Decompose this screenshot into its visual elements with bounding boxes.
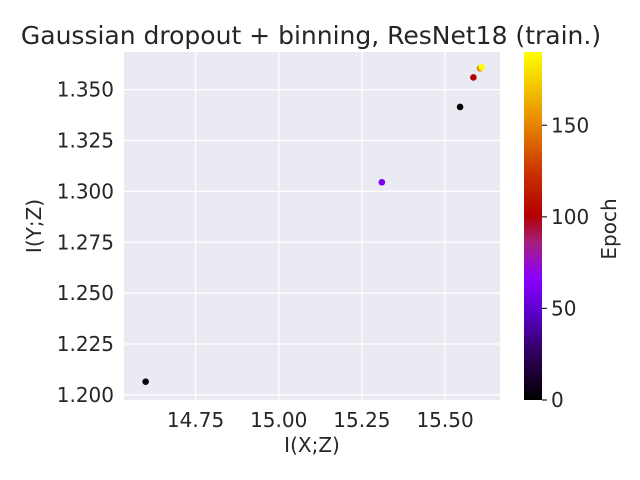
plot-area (124, 52, 500, 400)
x-axis-ticks: 14.75 15.00 15.25 15.50 (167, 408, 474, 432)
colorbar-tick-label: 150 (551, 113, 589, 137)
chart-title: Gaussian dropout + binning, ResNet18 (tr… (21, 21, 601, 50)
colorbar-tick-label: 100 (551, 205, 589, 229)
data-points (142, 63, 485, 385)
x-tick-label: 14.75 (167, 408, 224, 432)
y-axis-ticks: 1.200 1.225 1.250 1.275 1.300 1.325 1.350 (57, 78, 114, 407)
colorbar-label: Epoch (597, 198, 621, 259)
x-axis-label: I(X;Z) (284, 433, 340, 457)
y-tick-label: 1.300 (57, 179, 114, 203)
data-point (470, 74, 477, 81)
x-tick-label: 15.00 (250, 408, 307, 432)
data-point (378, 178, 386, 186)
x-tick-label: 15.25 (333, 408, 390, 432)
data-point (478, 63, 485, 71)
data-point (142, 378, 149, 385)
colorbar-tick-label: 50 (551, 296, 576, 320)
x-tick-label: 15.50 (416, 408, 473, 432)
colorbar-ticks: 0 50 100 150 (542, 113, 589, 412)
grid-lines (124, 52, 500, 400)
colorbar-tick-label: 0 (551, 388, 564, 412)
y-tick-label: 1.200 (57, 383, 114, 407)
y-tick-label: 1.275 (57, 230, 114, 254)
y-tick-label: 1.225 (57, 332, 114, 356)
y-tick-label: 1.325 (57, 129, 114, 153)
colorbar (524, 52, 542, 400)
y-axis-label: I(Y;Z) (22, 199, 46, 253)
y-tick-label: 1.350 (57, 78, 114, 102)
data-point (456, 103, 464, 111)
y-tick-label: 1.250 (57, 281, 114, 305)
